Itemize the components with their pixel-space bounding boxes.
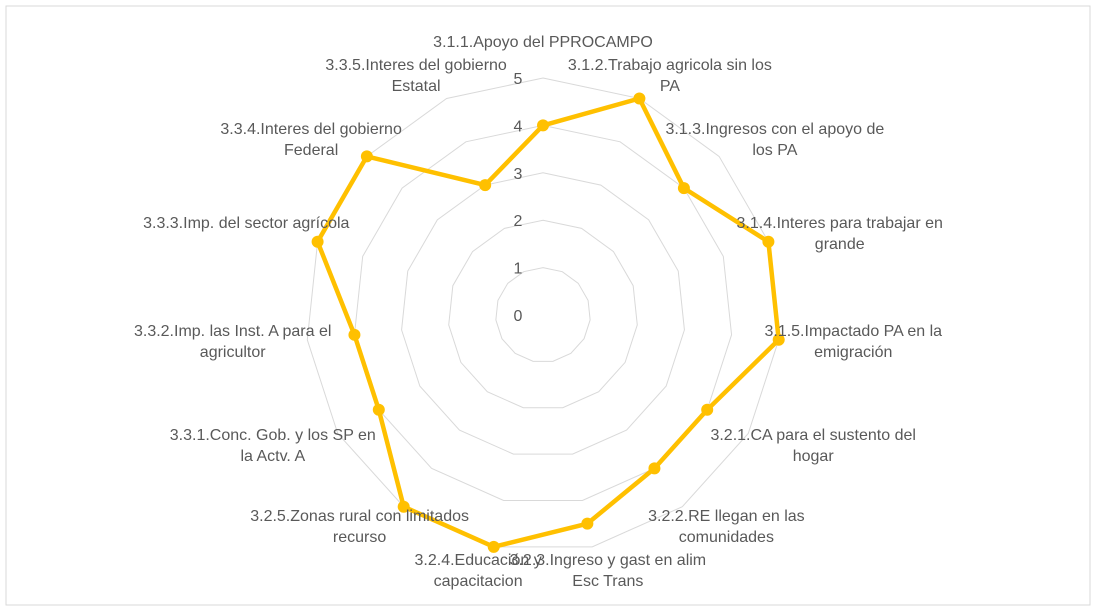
category-label: 3.3.5.Interes del gobierno Estatal	[325, 56, 507, 95]
grid-ring	[401, 172, 685, 455]
data-point	[479, 179, 492, 192]
data-point	[701, 403, 714, 416]
category-label: 3.1.4.Interes para trabajar en grande	[736, 215, 943, 254]
category-label: 3.2.5.Zonas rural con limitados recurso	[250, 507, 469, 546]
category-label: 3.3.4.Interes del gobierno Federal	[220, 120, 402, 159]
r-tick-label: 0	[514, 308, 523, 325]
r-tick-label: 3	[514, 166, 523, 183]
data-point	[348, 328, 361, 341]
category-label: 3.2.1.CA para el sustento del hogar	[710, 427, 916, 465]
category-label: 3.2.2.RE llegan en las comunidades	[648, 507, 805, 546]
data-point	[762, 235, 775, 248]
grid-ring	[495, 267, 591, 362]
category-label: 3.3.2.Imp. las Inst. A para el agriculto…	[133, 323, 332, 362]
data-point	[360, 150, 373, 163]
category-label: 3.1.1.Apoyo del PPROCAMPO	[433, 34, 653, 51]
grid-ring	[353, 124, 733, 501]
series-line	[315, 96, 781, 550]
r-tick-label: 1	[514, 261, 523, 278]
category-label: 3.2.3.Ingreso y gast en alim Esc Trans	[509, 552, 707, 591]
category-label: 3.3.1.Conc. Gob. y los SP en la Actv. A	[169, 427, 376, 465]
data-point	[581, 517, 594, 530]
data-point	[311, 235, 324, 248]
category-label: 3.1.3.Ingresos con el apoyo de los PA	[665, 120, 885, 159]
data-point	[772, 333, 785, 346]
chart-border	[5, 5, 1091, 606]
r-tick-label: 5	[514, 71, 523, 88]
data-point	[537, 119, 549, 132]
data-point	[648, 462, 661, 475]
category-label: 3.1.2.Trabajo agricola sin los PA	[567, 56, 772, 95]
data-point	[397, 500, 410, 513]
r-tick-label: 4	[514, 118, 523, 135]
data-point	[487, 540, 500, 553]
category-label: 3.2.4.Educación y capacitacion	[414, 552, 542, 591]
category-label: 3.1.5.Impactado PA en la emigración	[764, 323, 943, 362]
grid-ring	[448, 219, 638, 409]
data-point	[677, 182, 690, 195]
r-tick-label: 2	[514, 213, 523, 230]
data-point	[372, 403, 385, 416]
data-point	[633, 92, 646, 105]
category-label: 3.3.3.Imp. del sector agrícola	[143, 215, 350, 233]
